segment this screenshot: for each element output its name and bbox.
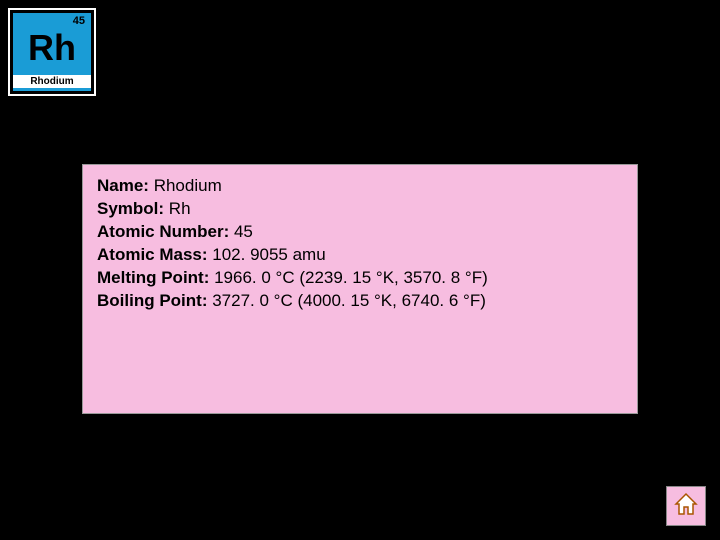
info-label: Atomic Mass:: [97, 245, 208, 264]
tile-atomic-number: 45: [73, 15, 85, 27]
info-label: Symbol:: [97, 199, 164, 218]
info-row-melting-point: Melting Point: 1966. 0 °C (2239. 15 °K, …: [97, 267, 623, 290]
info-row-symbol: Symbol: Rh: [97, 198, 623, 221]
info-label: Name:: [97, 176, 149, 195]
info-value: 45: [229, 222, 253, 241]
info-value: 102. 9055 amu: [208, 245, 326, 264]
info-value: 3727. 0 °C (4000. 15 °K, 6740. 6 °F): [207, 291, 485, 310]
info-row-boiling-point: Boiling Point: 3727. 0 °C (4000. 15 °K, …: [97, 290, 623, 313]
element-tile: 45 Rh Rhodium: [10, 10, 94, 94]
home-icon: [672, 490, 700, 523]
info-value: Rh: [164, 199, 190, 218]
info-row-atomic-mass: Atomic Mass: 102. 9055 amu: [97, 244, 623, 267]
info-row-name: Name: Rhodium: [97, 175, 623, 198]
tile-symbol: Rh: [13, 27, 91, 69]
info-label: Boiling Point:: [97, 291, 207, 310]
info-row-atomic-number: Atomic Number: 45: [97, 221, 623, 244]
tile-name: Rhodium: [13, 75, 91, 88]
info-value: Rhodium: [149, 176, 222, 195]
info-label: Melting Point:: [97, 268, 209, 287]
info-value: 1966. 0 °C (2239. 15 °K, 3570. 8 °F): [209, 268, 487, 287]
home-button[interactable]: [666, 486, 706, 526]
info-panel: Name: Rhodium Symbol: Rh Atomic Number: …: [82, 164, 638, 414]
info-label: Atomic Number:: [97, 222, 229, 241]
